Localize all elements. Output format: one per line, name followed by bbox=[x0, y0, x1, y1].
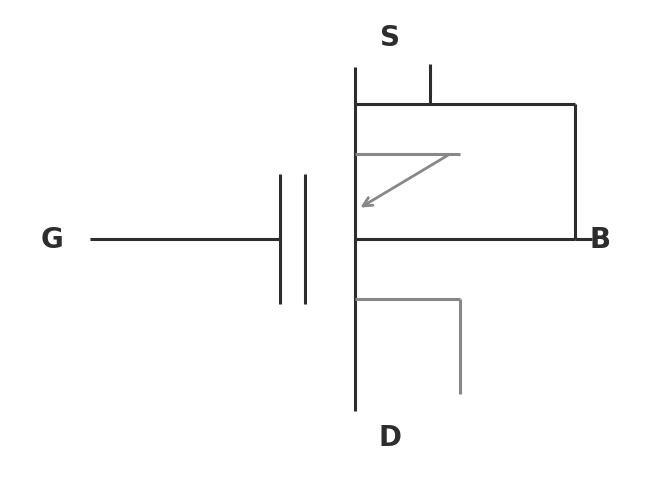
Text: B: B bbox=[589, 226, 611, 253]
Text: S: S bbox=[380, 24, 400, 52]
Text: D: D bbox=[379, 423, 402, 451]
Text: G: G bbox=[41, 226, 63, 253]
